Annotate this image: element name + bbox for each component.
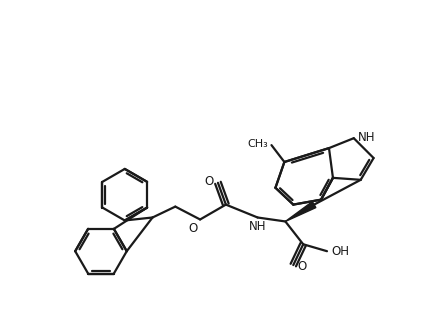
- Text: O: O: [297, 260, 306, 273]
- Text: O: O: [205, 175, 214, 188]
- Text: NH: NH: [358, 131, 375, 144]
- Text: O: O: [188, 222, 197, 236]
- Text: NH: NH: [249, 220, 266, 234]
- Text: CH₃: CH₃: [248, 139, 269, 149]
- Text: OH: OH: [331, 245, 349, 258]
- Polygon shape: [285, 202, 316, 221]
